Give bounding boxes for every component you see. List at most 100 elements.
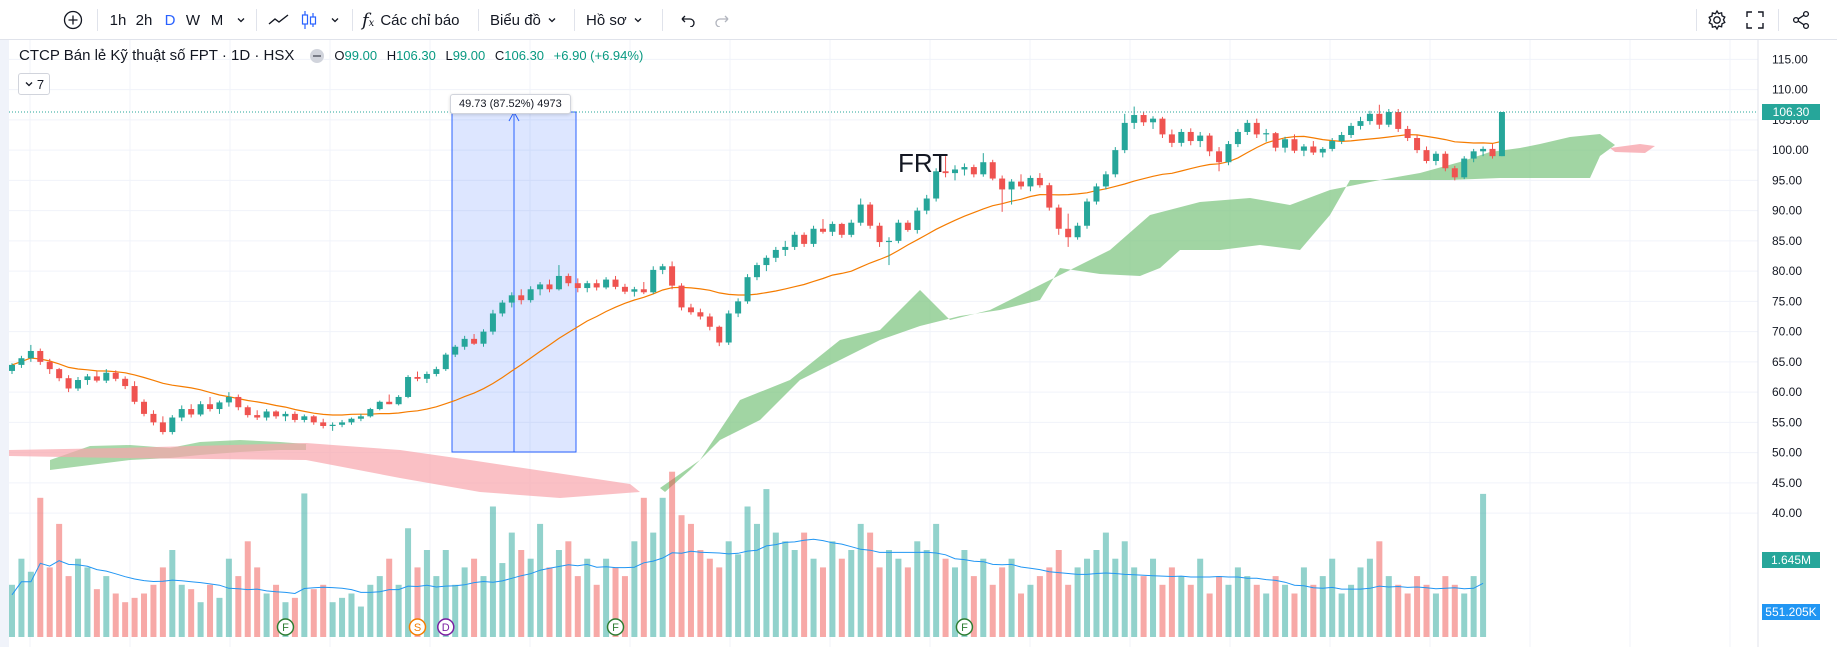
price-axis-label: 75.00 — [1772, 294, 1802, 308]
volume-bar — [942, 558, 949, 637]
candle-body — [225, 396, 232, 403]
candle-body — [9, 364, 15, 371]
event-marker-circle[interactable] — [408, 618, 427, 636]
candle-body — [687, 307, 694, 313]
undo-button[interactable] — [674, 6, 700, 34]
candle-body — [801, 234, 808, 244]
price-axis-label: 55.00 — [1772, 415, 1802, 429]
volume-bar — [961, 550, 968, 637]
candle-body — [697, 312, 704, 317]
chart-type-dropdown-button[interactable] — [326, 6, 344, 34]
volume-bar — [1055, 550, 1062, 637]
charts-menu-button[interactable]: Biểu đồ — [490, 6, 562, 34]
event-marker-circle[interactable] — [276, 618, 295, 636]
candle-body — [376, 401, 383, 410]
volume-bar — [1470, 576, 1477, 637]
candle-body — [621, 286, 628, 292]
candle-body — [46, 361, 53, 370]
candle-body — [1423, 150, 1430, 162]
volume-bar — [216, 597, 223, 637]
candle-body — [320, 422, 327, 426]
charts-label: Biểu đồ — [490, 11, 541, 29]
volume-bar — [367, 584, 374, 637]
event-marker-label: F — [961, 622, 968, 634]
volume-bar — [989, 584, 996, 637]
symbol-title[interactable]: CTCP Bán lẻ Kỹ thuật số FPT · 1D · HSX — [19, 47, 295, 64]
volume-bar — [744, 506, 751, 637]
candle-body — [1338, 134, 1345, 142]
price-axis-label: 110.00 — [1772, 83, 1808, 97]
volume-bar — [659, 497, 666, 637]
ohlc-values: O99.00 H106.30 L99.00 C106.30 +6.90 (+6.… — [334, 48, 643, 63]
interval-dropdown-button[interactable] — [232, 6, 250, 34]
candle-body — [555, 275, 562, 290]
candle-body — [395, 396, 402, 405]
toolbar-divider — [256, 9, 257, 31]
interval-w[interactable]: W — [185, 11, 201, 29]
volume-bar — [1121, 541, 1128, 637]
candle-body — [574, 283, 581, 289]
volume-bar — [75, 558, 82, 637]
volume-bar — [1084, 558, 1091, 637]
interval-2h[interactable]: 2h — [135, 11, 153, 29]
top-toolbar: 1h 2h D W M fx Các chỉ báo Biểu đồ Hồ sơ — [0, 0, 1837, 40]
volume-bar — [829, 541, 836, 637]
add-symbol-button[interactable] — [60, 6, 86, 34]
volume-bar — [103, 576, 110, 637]
chart-text-annotation[interactable]: FRT — [898, 148, 949, 178]
candle-body — [1234, 131, 1241, 145]
candle-body — [857, 204, 864, 223]
candle-body — [442, 354, 449, 370]
candle-body — [141, 401, 148, 414]
fx-icon: fx — [362, 9, 375, 31]
candle-body — [593, 283, 600, 288]
chevron-down-icon — [634, 18, 642, 23]
volume-bar — [1159, 584, 1166, 637]
collapse-legend-button[interactable] — [310, 48, 325, 63]
cloud-bearish-segment — [9, 443, 640, 498]
candle-body — [65, 378, 72, 389]
indicators-button[interactable]: fx Các chỉ báo — [362, 6, 470, 34]
candle-body — [1074, 225, 1081, 238]
volume-bar — [423, 550, 430, 637]
interval-d[interactable]: D — [164, 11, 176, 29]
volume-bar — [1291, 593, 1298, 637]
volume-bar — [395, 584, 402, 637]
candle-body — [1055, 207, 1062, 229]
event-marker-circle[interactable] — [437, 618, 455, 636]
close-key: C — [494, 48, 505, 63]
price-chart[interactable]: 115.00110.00105.00100.0095.0090.0085.008… — [0, 40, 1837, 647]
interval-1h[interactable]: 1h — [109, 11, 127, 29]
low-value: 99.00 — [452, 48, 486, 63]
chart-area[interactable]: 115.00110.00105.00100.0095.0090.0085.008… — [0, 40, 1837, 647]
candle-body — [735, 301, 742, 314]
share-button[interactable] — [1788, 6, 1814, 34]
candle-body — [999, 178, 1006, 190]
fullscreen-button[interactable] — [1742, 6, 1768, 34]
candlestick-button[interactable] — [296, 6, 322, 34]
event-marker-circle[interactable] — [606, 618, 625, 636]
price-axis-label: 65.00 — [1772, 355, 1802, 369]
line-chart-icon — [268, 14, 289, 25]
redo-button[interactable] — [710, 6, 736, 34]
candle-body — [933, 171, 940, 199]
event-marker-circle[interactable] — [955, 618, 974, 636]
profile-menu-button[interactable]: Hồ sơ — [586, 6, 648, 34]
volume-bar — [650, 532, 657, 637]
volume-bar — [1263, 593, 1270, 637]
volume-bar — [801, 532, 808, 637]
candle-body — [829, 223, 836, 232]
volume-bar — [1197, 558, 1204, 637]
toolbar-divider — [662, 9, 663, 31]
candle-body — [1329, 141, 1336, 149]
candle-body — [952, 169, 958, 174]
volume-bar — [301, 493, 308, 637]
line-chart-button[interactable] — [266, 6, 292, 34]
volume-bar — [1216, 576, 1223, 637]
interval-m[interactable]: M — [210, 11, 224, 29]
price-axis-label: 70.00 — [1772, 325, 1802, 339]
volume-bar — [772, 532, 779, 637]
indicators-toggle[interactable]: 7 — [18, 73, 50, 95]
settings-button[interactable] — [1704, 6, 1730, 34]
